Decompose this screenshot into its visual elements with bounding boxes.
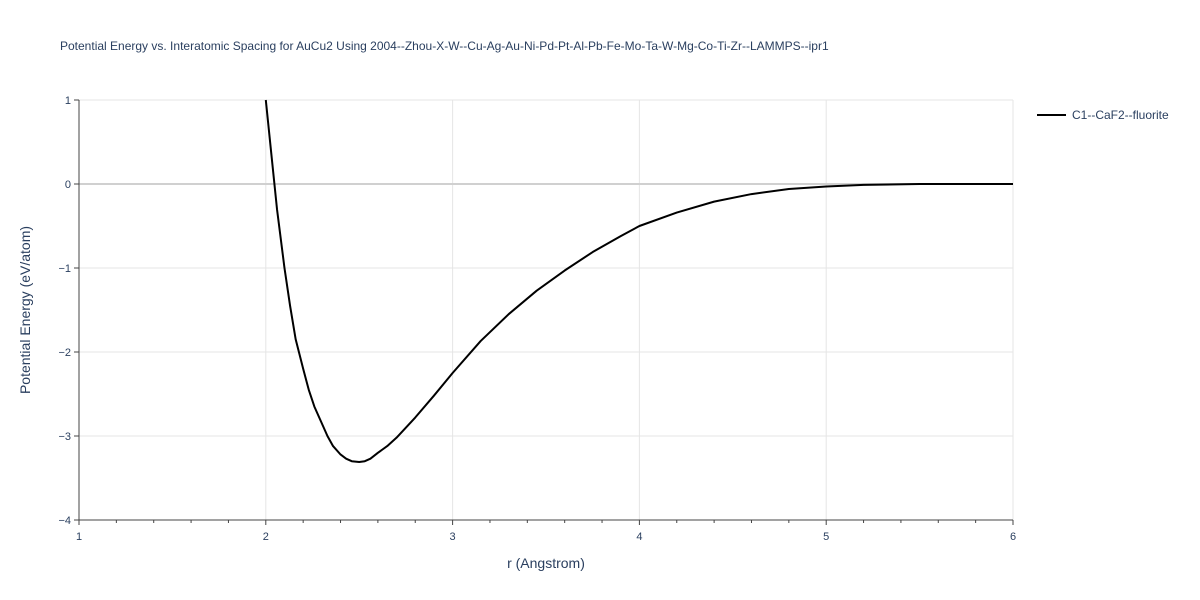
y-tick-label: −3 [58,431,71,443]
x-tick-label: 4 [636,531,642,543]
y-tick-label: −4 [58,515,71,527]
series-line[interactable] [264,99,1013,464]
tick-labels: 1 2 3 4 5 6 1 0 −1 −2 −3 −4 [58,95,1016,543]
legend-label: C1--CaF2--fluorite [1072,108,1169,122]
grid-lines [79,99,1014,520]
y-tick-label: −2 [58,347,71,359]
legend[interactable]: C1--CaF2--fluorite [1037,108,1169,122]
x-tick-label: 2 [263,531,269,543]
x-axis-label: r (Angstrom) [507,555,585,571]
x-tick-label: 6 [1010,531,1016,543]
y-axis-label: Potential Energy (eV/atom) [17,226,33,394]
y-tick-label: 0 [65,179,71,191]
data-series [264,99,1013,464]
x-tick-label: 3 [450,531,456,543]
axes [74,99,1014,525]
chart-title: Potential Energy vs. Interatomic Spacing… [60,39,829,53]
x-tick-label: 1 [76,531,82,543]
x-tick-label: 5 [823,531,829,543]
y-tick-label: −1 [58,263,71,275]
y-tick-label: 1 [65,95,71,107]
